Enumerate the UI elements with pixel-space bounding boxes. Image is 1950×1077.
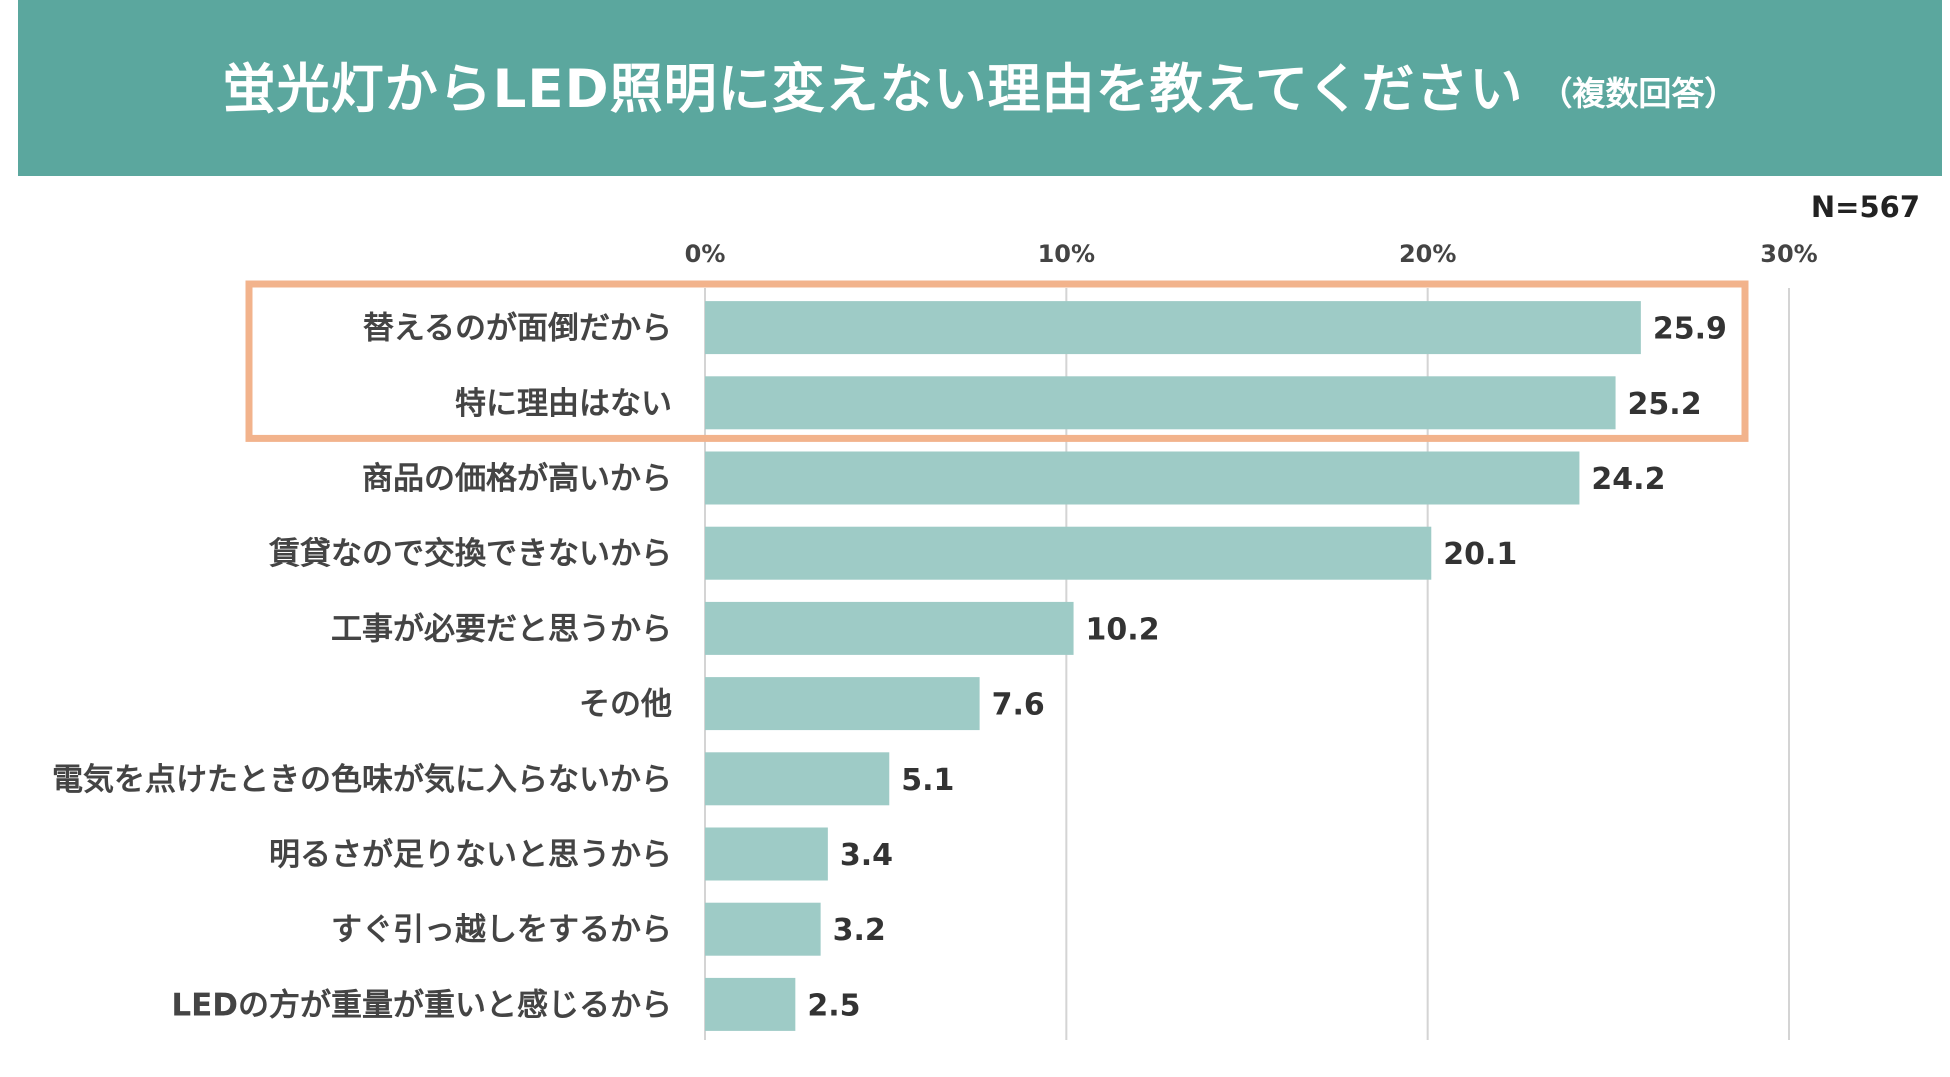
bar: [705, 451, 1580, 505]
title-banner: 蛍光灯からLED照明に変えない理由を教えてください （複数回答）: [18, 0, 1942, 176]
category-label: 商品の価格が高いから: [362, 461, 672, 497]
tick-label: 0%: [685, 240, 726, 268]
bar: [705, 376, 1616, 430]
data-label: 3.4: [840, 838, 893, 873]
bar: [705, 752, 890, 806]
bar: [705, 601, 1074, 655]
category-label: 電気を点けたときの色味が気に入らないから: [52, 762, 672, 798]
chart-title: 蛍光灯からLED照明に変えない理由を教えてください: [222, 59, 1524, 120]
bar: [705, 526, 1432, 580]
tick-label: 20%: [1399, 240, 1456, 268]
tick-label: 30%: [1760, 240, 1817, 268]
sample-size-label: N=567: [1810, 190, 1920, 224]
bar: [705, 301, 1641, 355]
chart-subtitle: （複数回答）: [1539, 74, 1738, 113]
bar: [705, 902, 821, 956]
data-label: 2.5: [807, 988, 860, 1023]
data-label: 3.2: [833, 913, 886, 948]
tick-label: 10%: [1038, 240, 1095, 268]
category-label: 明るさが足りないと思うから: [269, 837, 672, 873]
bar: [705, 827, 828, 881]
category-label: 替えるのが面倒だから: [363, 311, 672, 347]
category-label: 特に理由はない: [455, 386, 672, 422]
data-label: 5.1: [901, 763, 954, 798]
data-label: 20.1: [1443, 537, 1517, 572]
category-label: その他: [579, 687, 672, 723]
highlight-box: [245, 280, 1749, 442]
bar: [705, 677, 980, 731]
data-label: 24.2: [1591, 462, 1665, 497]
data-label: 25.2: [1628, 387, 1702, 422]
bar: [705, 977, 796, 1031]
category-label: 賃貸なので交換できないから: [268, 536, 672, 572]
category-label: 工事が必要だと思うから: [331, 611, 672, 647]
category-label: すぐ引っ越しをするから: [331, 912, 672, 948]
data-label: 10.2: [1086, 612, 1160, 647]
data-label: 7.6: [992, 688, 1045, 723]
data-label: 25.9: [1653, 312, 1727, 347]
category-label: LEDの方が重量が重いと感じるから: [171, 987, 672, 1023]
